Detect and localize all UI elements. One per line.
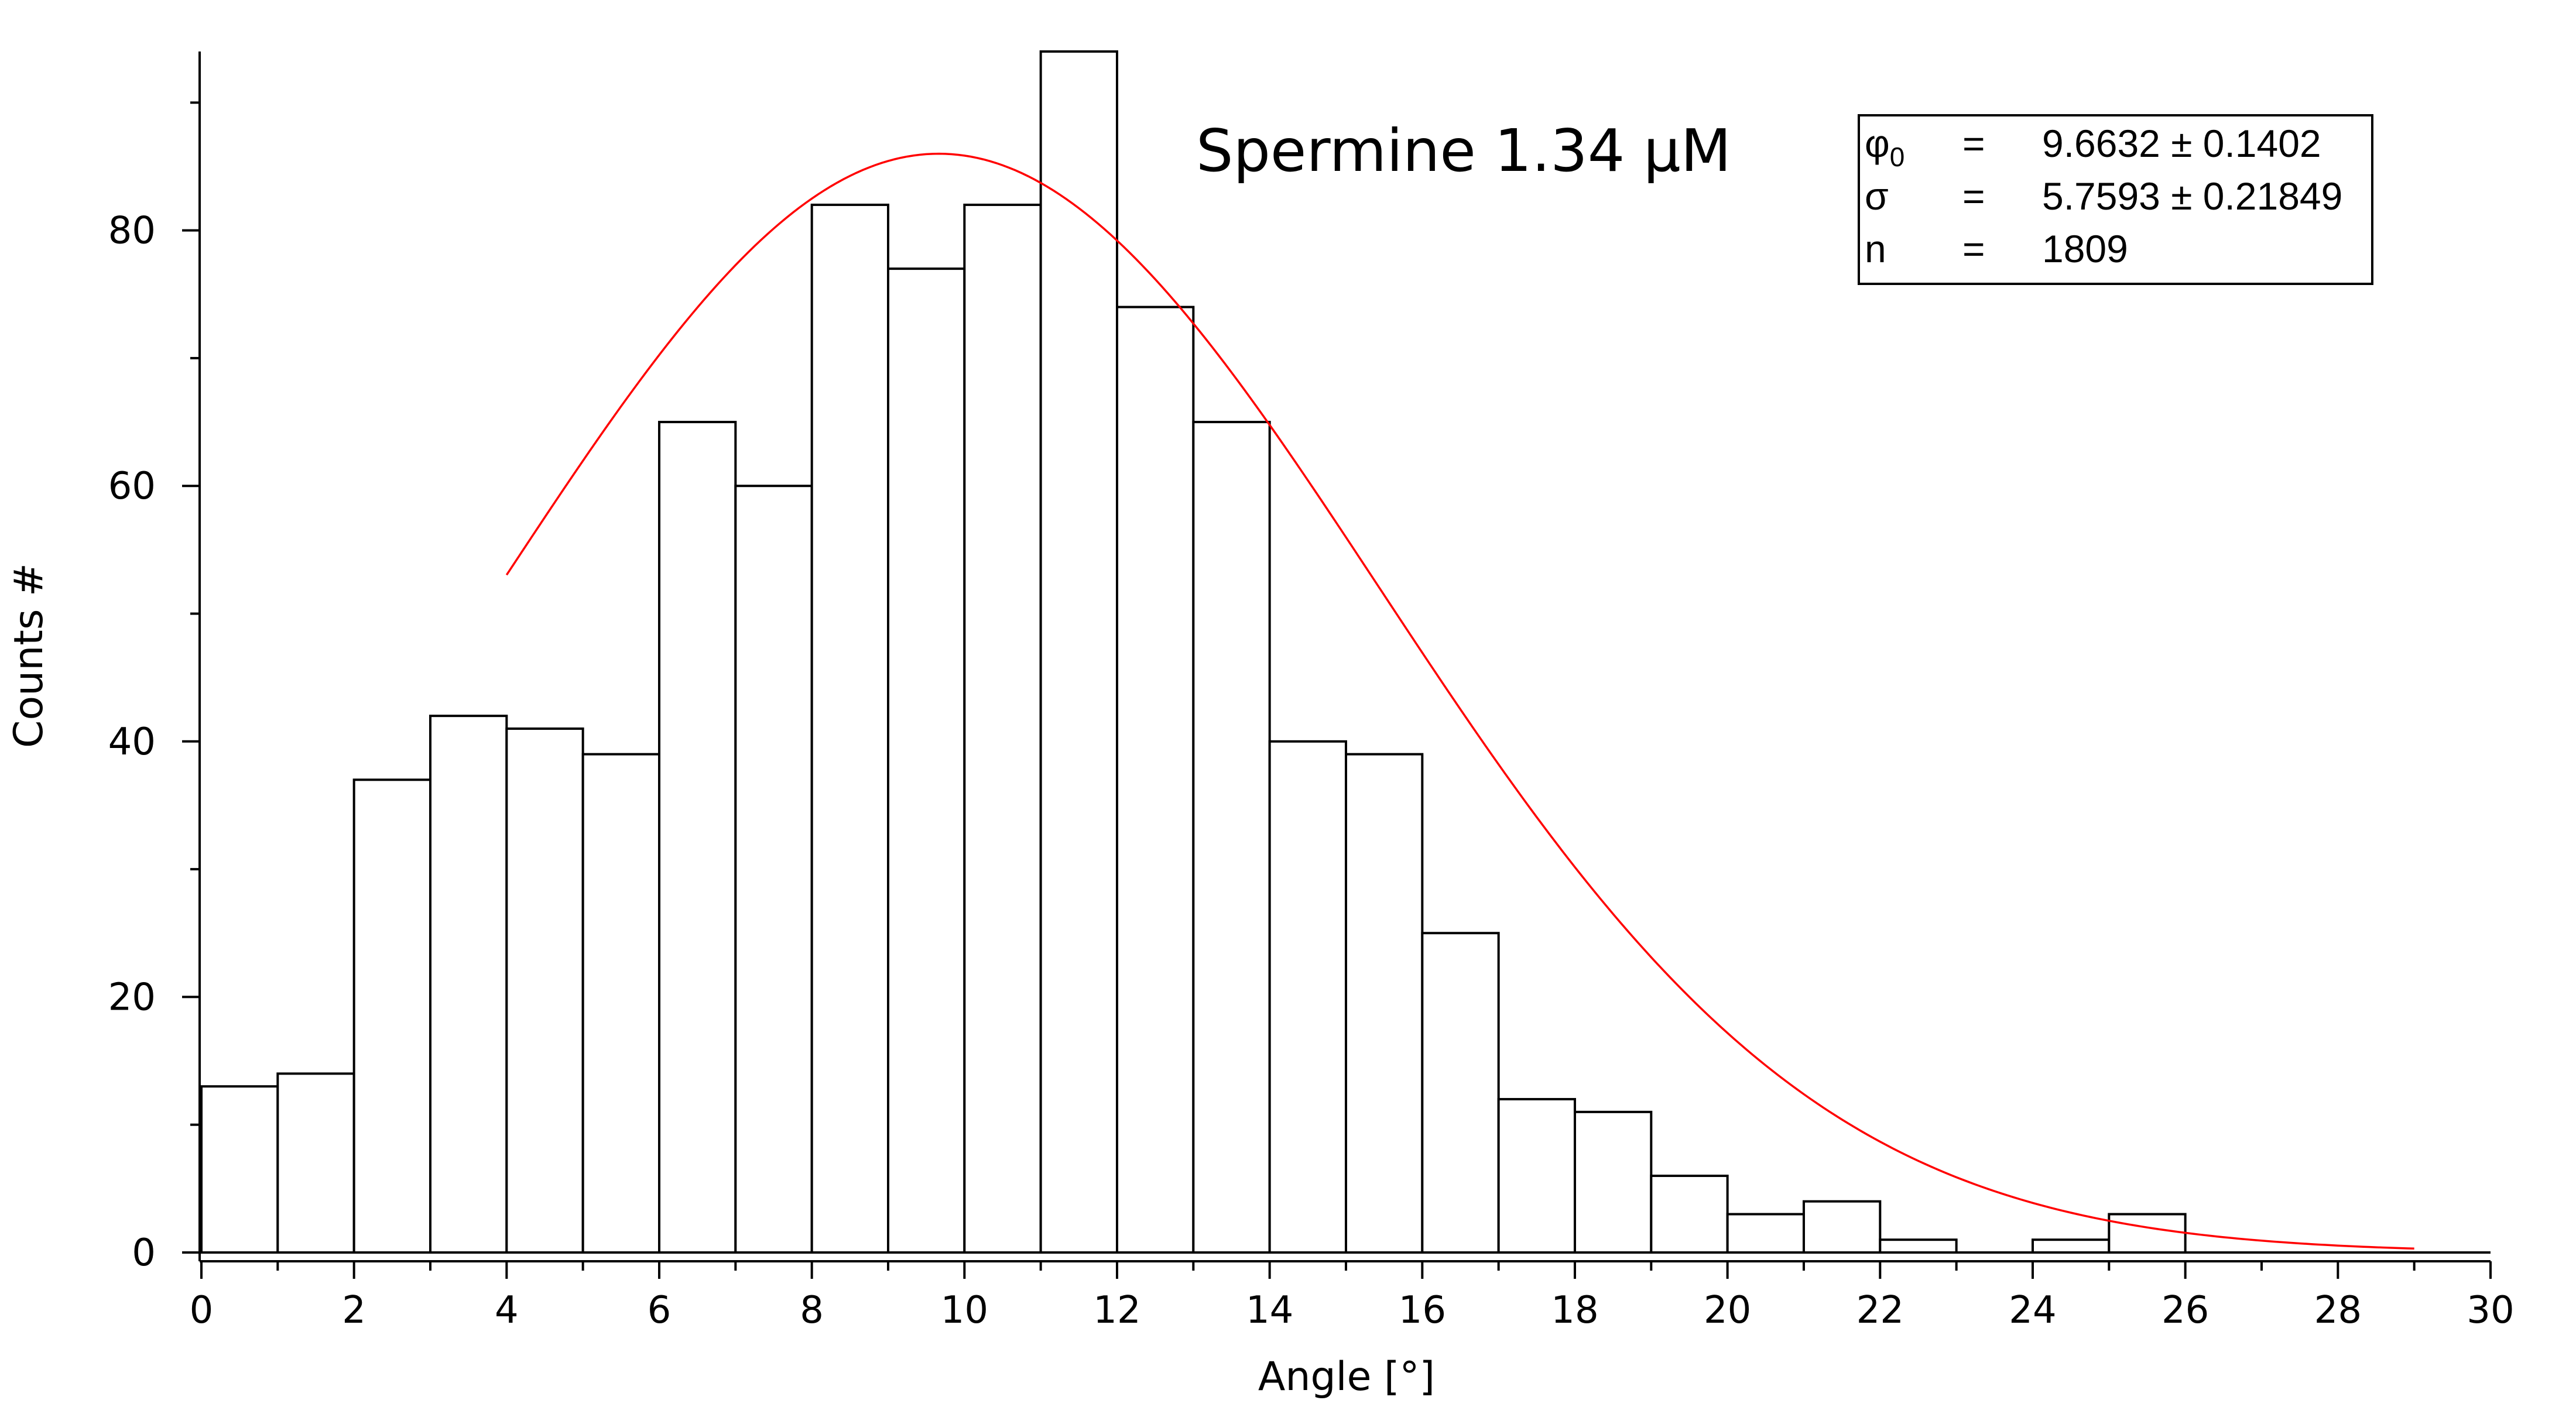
histogram-bar-24	[2032, 1238, 2111, 1254]
histogram-bar-1	[276, 1072, 355, 1254]
x-axis-label: Angle [°]	[1258, 1354, 1435, 1400]
x-tick-label-16: 16	[1399, 1289, 1446, 1332]
stats-eq-1: =	[1962, 174, 1985, 218]
histogram-bar-16	[1421, 932, 1500, 1254]
x-tick-label-6: 6	[648, 1289, 672, 1332]
histogram-bar-22	[1879, 1238, 1958, 1254]
stats-symbol-2: n	[1865, 227, 1886, 270]
chart-title: Spermine 1.34 μM	[1196, 116, 1731, 185]
histogram-bar-11	[1039, 50, 1118, 1254]
stats-value-1: 5.7593 ± 0.21849	[2042, 174, 2342, 218]
histogram-bar-7	[734, 485, 813, 1254]
x-tick-label-22: 22	[1856, 1289, 1904, 1332]
x-tick-label-8: 8	[800, 1289, 824, 1332]
stats-eq-0: =	[1962, 122, 1985, 165]
x-tick-label-20: 20	[1704, 1289, 1751, 1332]
stats-symbol-1: σ	[1865, 174, 1889, 218]
y-tick-label-20: 20	[108, 976, 156, 1019]
stats-eq-2: =	[1962, 227, 1985, 270]
gaussian-fit-curve	[505, 152, 2414, 1250]
histogram-bar-21	[1803, 1200, 1882, 1254]
y-axis-label: Counts #	[6, 563, 52, 748]
histogram-bar-9	[887, 267, 966, 1254]
x-tick-label-10: 10	[941, 1289, 988, 1332]
histogram-bar-2	[352, 778, 432, 1254]
histogram-bar-6	[658, 421, 737, 1254]
histogram-bar-12	[1116, 306, 1195, 1254]
histogram-bar-8	[810, 203, 889, 1254]
fit-layer	[505, 152, 2414, 1250]
histogram-bar-17	[1497, 1098, 1577, 1254]
histogram-bar-14	[1268, 740, 1348, 1254]
x-tick-label-28: 28	[2314, 1289, 2362, 1332]
histogram-bar-3	[429, 715, 508, 1254]
histogram-bar-0	[200, 1085, 279, 1254]
histogram-bar-13	[1192, 421, 1271, 1254]
x-tick-label-24: 24	[2009, 1289, 2056, 1332]
x-tick-label-30: 30	[2467, 1289, 2514, 1332]
stats-value-2: 1809	[2042, 227, 2128, 270]
x-tick-label-14: 14	[1246, 1289, 1293, 1332]
y-tick-label-0: 0	[132, 1231, 156, 1275]
stats-value-0: 9.6632 ± 0.1402	[2042, 122, 2321, 165]
histogram-bar-10	[963, 203, 1042, 1254]
y-tick-label-60: 60	[108, 465, 156, 508]
x-tick-label-26: 26	[2161, 1289, 2209, 1332]
y-tick-label-40: 40	[108, 720, 156, 764]
x-tick-label-4: 4	[495, 1289, 519, 1332]
x-tick-label-2: 2	[342, 1289, 366, 1332]
stats-box-frame	[1858, 114, 2373, 285]
histogram-bar-20	[1726, 1213, 1806, 1254]
x-tick-label-0: 0	[190, 1289, 214, 1332]
bars-layer	[200, 50, 2187, 1254]
histogram-bar-25	[2108, 1213, 2187, 1254]
x-tick-label-18: 18	[1551, 1289, 1598, 1332]
histogram-bar-18	[1574, 1110, 1653, 1254]
x-tick-label-12: 12	[1093, 1289, 1140, 1332]
histogram-bar-15	[1345, 753, 1424, 1254]
histogram-bar-5	[581, 753, 661, 1254]
histogram-bar-19	[1650, 1175, 1729, 1254]
histogram-bar-4	[505, 727, 584, 1254]
y-tick-label-80: 80	[108, 210, 156, 253]
